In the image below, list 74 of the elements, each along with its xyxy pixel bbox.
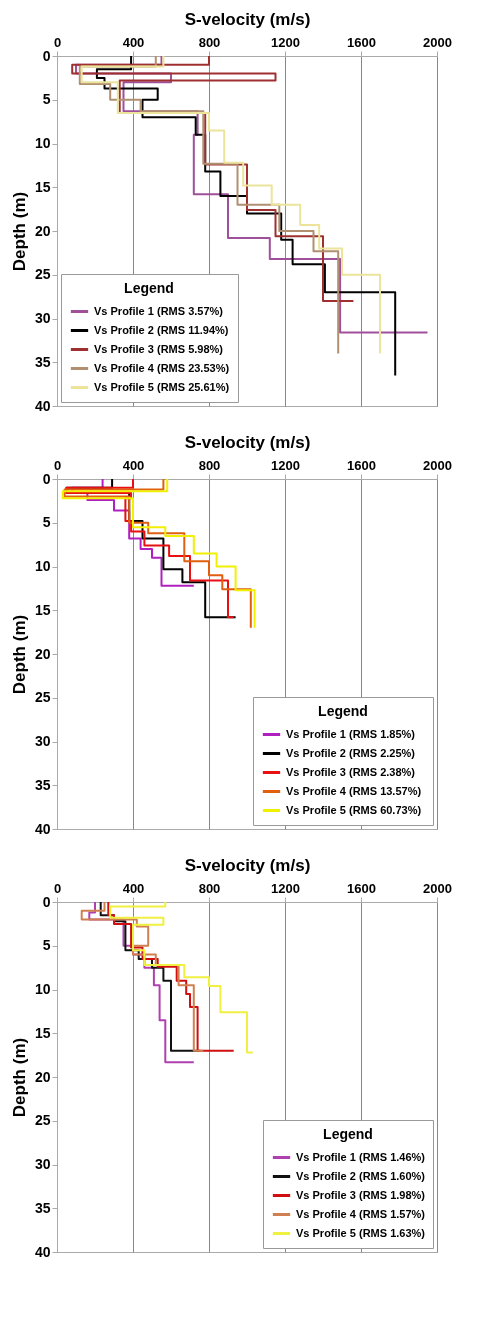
x-tick-label: 800 (198, 457, 221, 473)
x-tick-label: 0 (53, 880, 62, 896)
y-tick-label: 40 (34, 397, 51, 414)
x-tick-label: 1200 (271, 34, 300, 50)
line-series (80, 901, 205, 1052)
legend-title: Legend (323, 1126, 373, 1142)
x-tick-label: 0 (53, 457, 62, 473)
legend-label: Vs Profile 5 (RMS 25.61%) (94, 380, 230, 393)
x-tick-label: 400 (122, 457, 145, 473)
legend-title: Legend (318, 703, 368, 719)
x-axis-title: S-velocity (m/s) (184, 855, 311, 875)
y-tick-label: 25 (34, 689, 51, 706)
line-series (109, 901, 254, 1054)
y-tick-label: 0 (42, 47, 51, 64)
legend-label: Vs Profile 3 (RMS 5.98%) (94, 342, 224, 355)
y-tick-label: 30 (34, 310, 51, 326)
y-axis-title: Depth (m) (9, 191, 29, 272)
y-tick-label: 10 (34, 135, 51, 151)
x-tick-label: 1600 (347, 457, 376, 473)
legend-label: Vs Profile 4 (RMS 23.53%) (94, 361, 230, 374)
legend-label: Vs Profile 2 (RMS 11.94%) (94, 323, 229, 336)
x-tick-label: 1200 (271, 880, 300, 896)
y-tick-label: 40 (34, 820, 51, 837)
x-tick-label: 0 (53, 34, 62, 50)
x-tick-label: 2000 (423, 457, 452, 473)
y-tick-label: 25 (34, 1112, 51, 1129)
y-tick-label: 20 (34, 1068, 51, 1085)
x-tick-label: 400 (122, 34, 145, 50)
legend-label: Vs Profile 5 (RMS 60.73%) (286, 803, 422, 816)
y-tick-label: 10 (34, 981, 51, 997)
x-tick-label: 2000 (423, 880, 452, 896)
legend-label: Vs Profile 1 (RMS 1.85%) (286, 727, 416, 740)
y-tick-label: 40 (34, 1243, 51, 1260)
legend-label: Vs Profile 1 (RMS 3.57%) (94, 304, 224, 317)
legend-title: Legend (124, 280, 174, 296)
legend-label: Vs Profile 5 (RMS 1.63%) (296, 1226, 426, 1239)
y-tick-label: 30 (34, 733, 51, 749)
y-tick-label: 15 (34, 178, 51, 195)
y-tick-label: 5 (42, 514, 51, 531)
y-axis-title: Depth (m) (9, 1037, 29, 1118)
y-tick-label: 0 (42, 470, 51, 487)
legend-label: Vs Profile 1 (RMS 1.46%) (296, 1150, 426, 1163)
x-tick-label: 1600 (347, 34, 376, 50)
x-tick-label: 2000 (423, 34, 452, 50)
legend-label: Vs Profile 4 (RMS 1.57%) (296, 1207, 426, 1220)
y-tick-label: 10 (34, 558, 51, 574)
x-axis-title: S-velocity (m/s) (184, 432, 311, 452)
y-tick-label: 25 (34, 266, 51, 283)
y-tick-label: 35 (34, 776, 51, 793)
y-tick-label: 5 (42, 937, 51, 954)
y-tick-label: 35 (34, 353, 51, 370)
line-series (107, 901, 235, 1052)
x-tick-label: 1200 (271, 457, 300, 473)
y-tick-label: 30 (34, 1156, 51, 1172)
x-tick-label: 800 (198, 34, 221, 50)
legend-label: Vs Profile 3 (RMS 1.98%) (296, 1188, 426, 1201)
x-tick-label: 400 (122, 880, 145, 896)
y-tick-label: 15 (34, 601, 51, 618)
y-axis-title: Depth (m) (9, 614, 29, 695)
y-tick-label: 20 (34, 222, 51, 239)
x-tick-label: 1600 (347, 880, 376, 896)
line-series (95, 55, 397, 377)
x-axis-title: S-velocity (m/s) (184, 9, 311, 29)
legend-label: Vs Profile 3 (RMS 2.38%) (286, 765, 416, 778)
legend-label: Vs Profile 2 (RMS 1.60%) (296, 1169, 426, 1182)
y-tick-label: 15 (34, 1024, 51, 1041)
y-tick-label: 0 (42, 893, 51, 910)
line-series (71, 55, 355, 302)
legend-label: Vs Profile 2 (RMS 2.25%) (286, 746, 416, 759)
legend-label: Vs Profile 4 (RMS 13.57%) (286, 784, 422, 797)
y-tick-label: 35 (34, 1199, 51, 1216)
y-tick-label: 5 (42, 91, 51, 108)
y-tick-label: 20 (34, 645, 51, 662)
x-tick-label: 800 (198, 880, 221, 896)
